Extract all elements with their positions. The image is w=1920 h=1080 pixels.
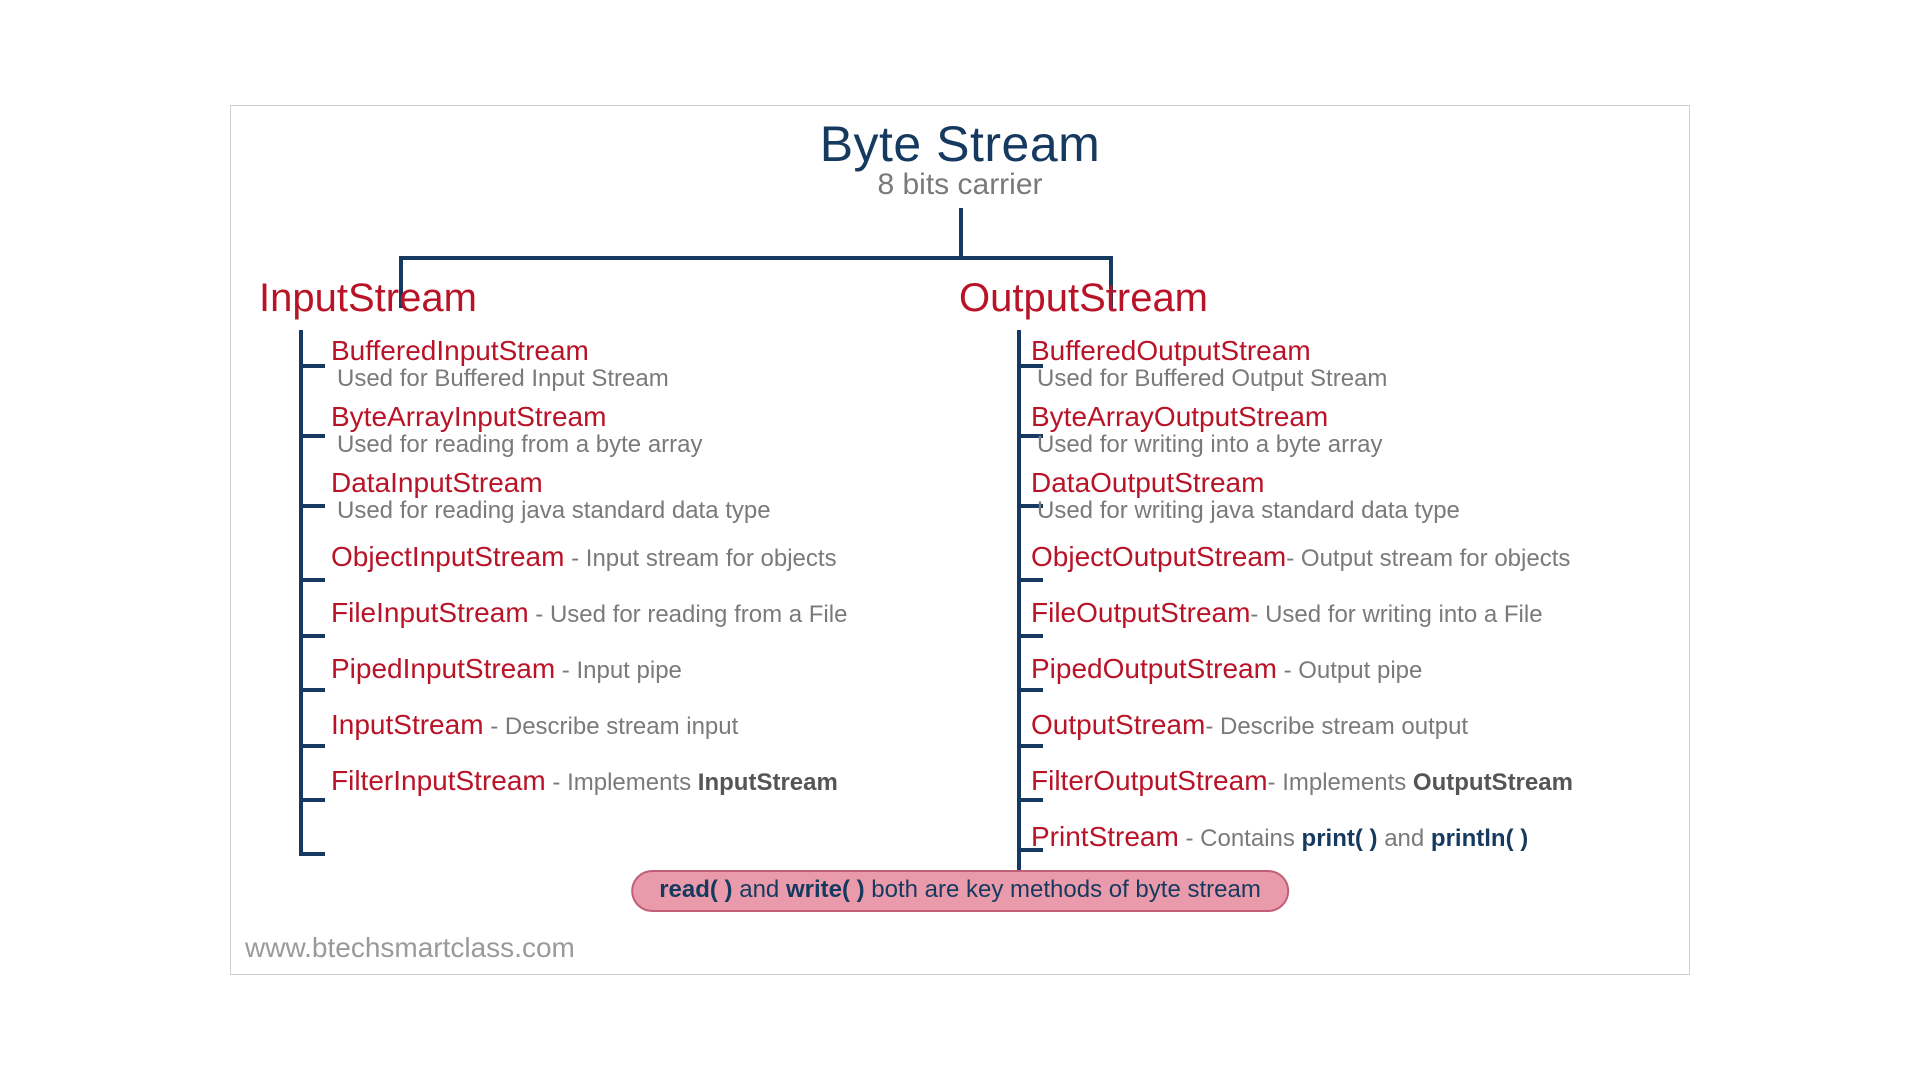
left-items: BufferedInputStreamUsed for Buffered Inp… [331,331,939,809]
tree-item: PipedInputStream - Input pipe [331,641,939,697]
item-title: ObjectInputStream [331,541,564,572]
item-title: FilterOutputStream [1031,765,1268,796]
item-desc: Implements [1282,769,1413,796]
item-sep: - [546,769,567,796]
tree-item: ObjectInputStream - Input stream for obj… [331,529,939,585]
item-desc: and [1378,825,1431,852]
item-title: ByteArrayInputStream [331,401,606,432]
watermark: www.btechsmartclass.com [245,932,575,964]
tree-item: ByteArrayOutputStreamUsed for writing in… [1031,397,1679,463]
right-heading: OutputStream [959,276,1679,321]
item-sep: - [1205,713,1220,740]
columns: InputStream BufferedInputStreamUsed for … [231,276,1689,865]
item-desc: Used for writing into a File [1265,601,1542,628]
item-sep: - [1268,769,1283,796]
item-title: DataInputStream [331,467,543,498]
item-desc-dark: println( ) [1431,825,1528,852]
item-title: BufferedInputStream [331,335,589,366]
right-column: OutputStream BufferedOutputStreamUsed fo… [959,276,1679,865]
tree-item: BufferedInputStreamUsed for Buffered Inp… [331,331,939,397]
item-title: OutputStream [1031,709,1205,740]
item-title: PrintStream [1031,821,1179,852]
footer-kw1: read( ) [659,876,732,903]
item-sep: - [1250,601,1265,628]
item-desc-dark: print( ) [1302,825,1378,852]
item-title: FileOutputStream [1031,597,1250,628]
diagram-frame: Byte Stream 8 bits carrier InputStream B… [230,105,1690,975]
item-desc: Used for Buffered Input Stream [337,365,939,393]
main-title: Byte Stream [231,118,1689,171]
tree-item: BufferedOutputStreamUsed for Buffered Ou… [1031,331,1679,397]
item-title: ByteArrayOutputStream [1031,401,1328,432]
footer-kw2: write( ) [786,876,865,903]
item-title: PipedInputStream [331,653,555,684]
item-desc: Output pipe [1298,657,1422,684]
item-desc: Contains [1200,825,1301,852]
item-desc: Used for reading from a File [550,601,847,628]
left-heading: InputStream [259,276,939,321]
title-block: Byte Stream 8 bits carrier [231,118,1689,200]
main-subtitle: 8 bits carrier [231,169,1689,201]
item-title: DataOutputStream [1031,467,1264,498]
item-sep: - [564,545,585,572]
left-column: InputStream BufferedInputStreamUsed for … [259,276,939,865]
item-title: ObjectOutputStream [1031,541,1286,572]
tree-item: DataOutputStreamUsed for writing java st… [1031,463,1679,529]
tree-item: FilterInputStream - Implements InputStre… [331,753,939,809]
item-desc: Used for reading from a byte array [337,431,939,459]
item-title: InputStream [331,709,484,740]
item-desc: Used for writing into a byte array [1037,431,1679,459]
tree-item: PipedOutputStream - Output pipe [1031,641,1679,697]
item-title: FilterInputStream [331,765,546,796]
item-desc: Describe stream output [1220,713,1468,740]
tree-item: InputStream - Describe stream input [331,697,939,753]
item-desc: Used for Buffered Output Stream [1037,365,1679,393]
item-sep: - [529,601,550,628]
right-items: BufferedOutputStreamUsed for Buffered Ou… [1031,331,1679,865]
item-title: FileInputStream [331,597,529,628]
tree-item: FileInputStream - Used for reading from … [331,585,939,641]
item-desc: Used for writing java standard data type [1037,497,1679,525]
item-sep: - [1179,825,1200,852]
item-sep: - [555,657,576,684]
tree-item: DataInputStreamUsed for reading java sta… [331,463,939,529]
tree-item: PrintStream - Contains print( ) and prin… [1031,809,1679,865]
tree-item: FileOutputStream- Used for writing into … [1031,585,1679,641]
footer-pill: read( ) and write( ) both are key method… [631,870,1289,912]
tree-item: ObjectOutputStream- Output stream for ob… [1031,529,1679,585]
footer-mid1: and [733,876,786,903]
item-sep: - [484,713,505,740]
item-sep: - [1286,545,1301,572]
item-desc-bold: InputStream [698,769,838,796]
item-desc: Implements [567,769,698,796]
tree-item: OutputStream- Describe stream output [1031,697,1679,753]
item-desc: Describe stream input [505,713,738,740]
item-desc: Input pipe [576,657,681,684]
item-desc: Input stream for objects [586,545,837,572]
tree-item: FilterOutputStream- Implements OutputStr… [1031,753,1679,809]
item-desc: Output stream for objects [1301,545,1570,572]
item-title: PipedOutputStream [1031,653,1277,684]
item-title: BufferedOutputStream [1031,335,1311,366]
item-desc: Used for reading java standard data type [337,497,939,525]
item-desc-bold: OutputStream [1413,769,1573,796]
footer-tail: both are key methods of byte stream [865,876,1261,903]
item-sep: - [1277,657,1298,684]
tree-item: ByteArrayInputStreamUsed for reading fro… [331,397,939,463]
